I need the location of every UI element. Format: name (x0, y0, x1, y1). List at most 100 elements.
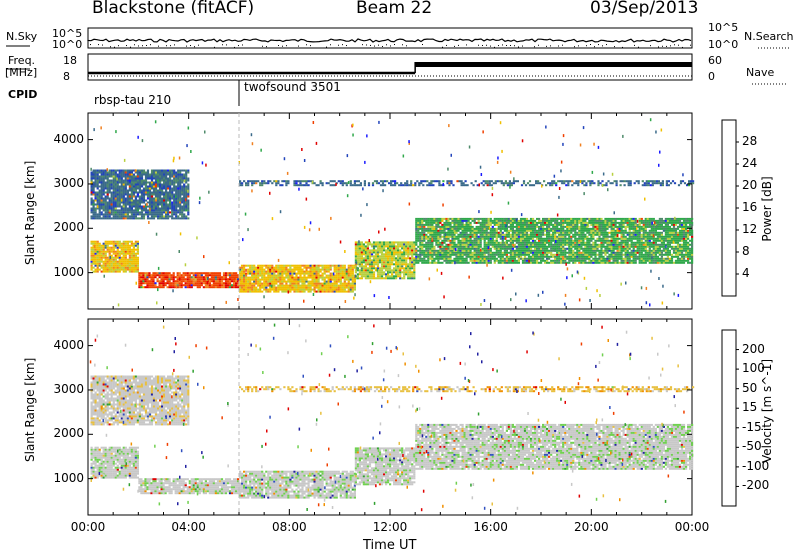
echo-cell (564, 257, 567, 260)
echo-cell (491, 251, 494, 254)
echo-cell (413, 259, 416, 262)
echo-cell (487, 251, 490, 254)
echo-cell (662, 237, 665, 240)
echo-cell (600, 259, 603, 262)
echo-cell (265, 276, 268, 279)
echo-cell (194, 280, 197, 283)
echo-cell (592, 253, 595, 256)
echo-cell (485, 227, 488, 230)
echo-cell (517, 255, 520, 258)
echo-cell (513, 239, 516, 242)
echo-cell (664, 217, 667, 220)
echo-cell (102, 252, 105, 255)
echo-cell (548, 225, 551, 228)
echo-cell (529, 233, 533, 236)
echo-cell (594, 229, 597, 232)
echo-cell (90, 268, 93, 271)
echo-cell (534, 253, 537, 256)
echo-cell (521, 227, 525, 230)
echo-cell (273, 290, 276, 293)
echo-cell (313, 274, 316, 277)
echo-cell (405, 249, 408, 252)
echo-cell (293, 290, 296, 293)
echo-cell (529, 223, 533, 226)
echo-cell (616, 251, 619, 254)
echo-cell (132, 262, 135, 265)
echo-cell (503, 243, 506, 246)
echo-cell (356, 241, 359, 244)
echo-cell (640, 247, 643, 250)
echo-cell (495, 237, 498, 240)
echo-cell (441, 251, 444, 254)
nsearch-dot (614, 46, 615, 48)
echo-cell (239, 274, 242, 277)
echo-cell (94, 244, 97, 247)
echo-cell (343, 284, 346, 287)
echo-cell (457, 217, 460, 220)
echo-cell (652, 231, 655, 234)
echo-cell (130, 260, 133, 263)
echo-cell (465, 235, 468, 238)
echo-cell (385, 241, 388, 244)
echo-cell (493, 245, 496, 248)
echo-cell (544, 229, 547, 232)
echo-cell (120, 268, 123, 271)
echo-cell (584, 253, 587, 256)
echo-cell (626, 223, 629, 226)
echo-cell (128, 240, 131, 243)
echo-cell (364, 269, 367, 272)
echo-cell (666, 249, 669, 252)
echo-cell (353, 286, 356, 289)
echo-cell (370, 249, 374, 252)
echo-cell (638, 261, 641, 264)
echo-cell (120, 256, 123, 259)
echo-cell (574, 237, 577, 240)
echo-cell (224, 284, 228, 287)
echo-cell (670, 223, 674, 226)
echo-cell (548, 229, 551, 232)
echo-cell (564, 251, 567, 254)
echo-cell (582, 241, 585, 244)
echo-cell (329, 268, 332, 271)
echo-cell (267, 276, 270, 279)
echo-cell (521, 233, 525, 236)
echo-cell (682, 219, 686, 222)
echo-cell (96, 266, 99, 269)
echo-cell (610, 217, 613, 220)
echo-cell (309, 290, 312, 293)
echo-cell (664, 223, 667, 226)
echo-cell (618, 243, 621, 246)
nsearch-dot (150, 44, 151, 46)
echo-cell (638, 233, 641, 236)
echo-cell (525, 257, 529, 260)
echo-cell (558, 257, 561, 260)
echo-cell (658, 219, 661, 222)
echo-cell (285, 266, 288, 269)
echo-cell (483, 249, 486, 252)
nsearch-dot (690, 44, 691, 46)
echo-cell (243, 268, 246, 271)
echo-cell (94, 195, 97, 198)
echo-cell (321, 268, 324, 271)
echo-cell (495, 221, 498, 224)
echo-cell (257, 284, 260, 287)
echo-cell (481, 255, 484, 258)
echo-cell (646, 259, 649, 262)
echo-cell (582, 235, 585, 238)
echo-cell (341, 282, 344, 285)
echo-cell (523, 257, 527, 260)
echo-cell (327, 286, 330, 289)
echo-cell (162, 272, 165, 275)
echo-cell (427, 235, 430, 238)
echo-cell (263, 276, 266, 279)
echo-cell (461, 221, 464, 224)
echo-cell (226, 286, 230, 289)
echo-cell (536, 229, 539, 232)
echo-cell (642, 259, 645, 262)
echo-cell (389, 249, 392, 252)
echo-cell (517, 245, 520, 248)
echo-cell (479, 245, 482, 248)
echo-cell (670, 227, 674, 230)
echo-cell (212, 272, 215, 275)
echo-cell (415, 217, 418, 220)
